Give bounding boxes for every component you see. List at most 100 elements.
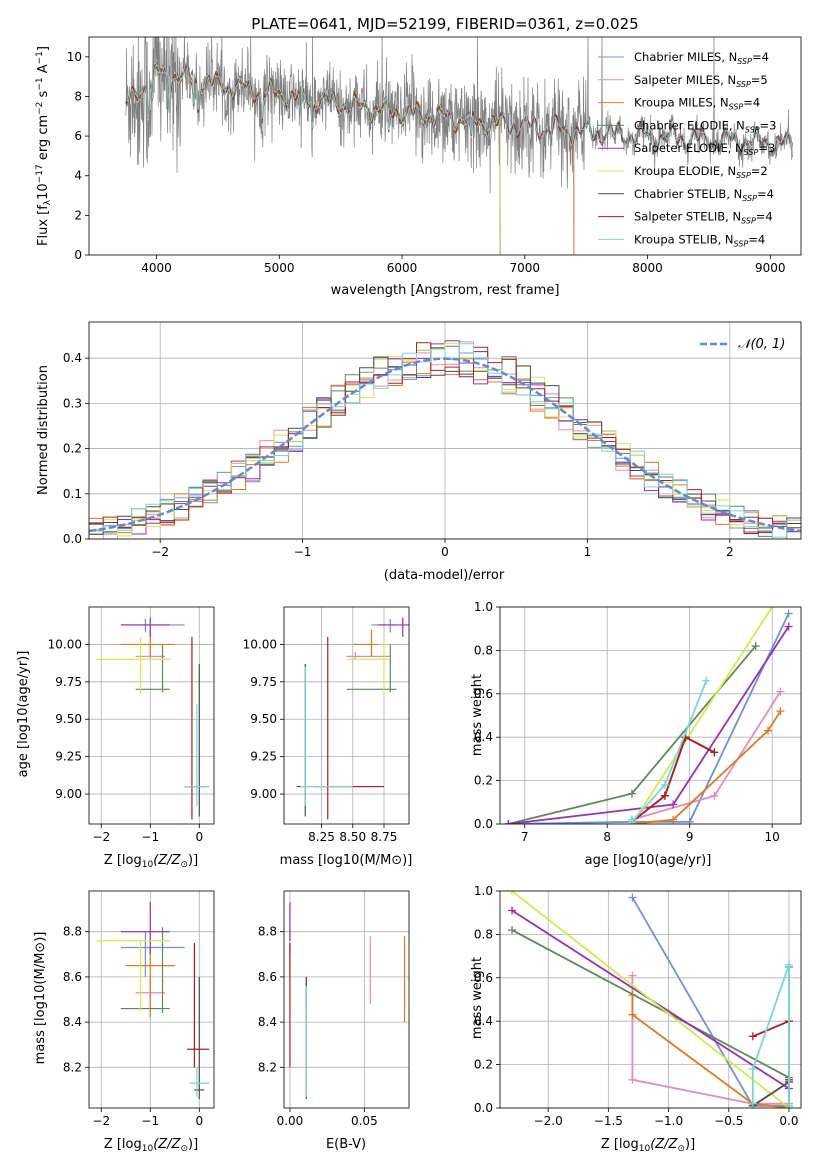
axes-frame xyxy=(88,606,215,825)
legend-label: Salpeter MILES, NSSP=5 xyxy=(634,73,768,89)
x-tick-label: 0.00 xyxy=(277,1114,304,1128)
plot-area xyxy=(96,902,210,1099)
weight-line xyxy=(631,607,773,824)
x-tick-label: −1.0 xyxy=(654,1114,683,1128)
weight-point xyxy=(710,791,719,800)
wZ-xlabel: Z [log10(Z/Z⊙)] xyxy=(601,1137,695,1154)
x-tick-label: 6000 xyxy=(387,261,418,275)
legend-sub: SSP xyxy=(736,80,751,89)
mass-vs-ebv-panel: 0.00 0.05 8.2 8.4 8.6 8.8 xyxy=(258,890,410,1128)
weight-point xyxy=(660,791,669,800)
x-tick-label: −2 xyxy=(92,1114,110,1128)
y-tick-label: 0.8 xyxy=(474,927,493,941)
weight-point xyxy=(702,676,711,685)
spectrum-model-line xyxy=(125,63,793,155)
legend-n: =4 xyxy=(752,50,769,64)
y-tick-label: 9.25 xyxy=(250,750,277,764)
figure-title: PLATE=0641, MJD=52199, FIBERID=0361, z=0… xyxy=(251,15,638,33)
normal-curve xyxy=(89,357,801,533)
legend-label: Kroupa ELODIE, NSSP=2 xyxy=(634,164,768,180)
y-tick-label: 10.00 xyxy=(48,637,82,651)
histogram-step xyxy=(89,343,801,538)
weight-vs-Z-panel: −2.0 −1.5 −1.0 −0.5 0.0 0.0 0.2 0.4 0.6 0.8 1.0 xyxy=(474,884,802,1128)
y-tick-label: 8.4 xyxy=(63,1015,82,1029)
legend-sub: SSP xyxy=(729,103,744,112)
y-tick-label: 1.0 xyxy=(474,884,493,898)
plot-area xyxy=(504,607,793,824)
y-tick-label: 0.4 xyxy=(63,351,82,365)
legend-text: Chabrier STELIB, N xyxy=(634,187,742,201)
y-tick-label: 0.2 xyxy=(63,442,82,456)
axes-frame xyxy=(88,36,802,256)
legend-n: =3 xyxy=(760,118,777,132)
y-tick-label: 0.1 xyxy=(63,487,82,501)
x-tick-label: −1 xyxy=(141,830,159,844)
axes-frame xyxy=(499,606,802,825)
y-tick-label: 9.75 xyxy=(55,675,82,689)
residual-xlabel: (data-model)/error xyxy=(384,568,505,583)
wZ-ylabel: mass weight xyxy=(470,957,485,1039)
x-tick-label: 9000 xyxy=(755,261,786,275)
weight-point xyxy=(628,893,637,902)
weight-point xyxy=(669,815,678,824)
legend-text: Chabrier MILES, N xyxy=(634,50,737,64)
x-tick-label: 8.50 xyxy=(339,830,366,844)
weight-line xyxy=(631,897,790,1107)
weight-point xyxy=(508,926,517,935)
x-tick-label: 1 xyxy=(584,545,592,559)
plot-area xyxy=(289,902,406,1099)
ageM-xlabel: mass [log10(M/M⊙)] xyxy=(280,853,413,868)
weight-line xyxy=(631,995,790,1108)
weight-point xyxy=(784,1101,793,1108)
y-tick-label: 8.6 xyxy=(63,970,82,984)
y-tick-label: 0.6 xyxy=(474,687,493,701)
y-tick-label: 9.75 xyxy=(250,675,277,689)
y-tick-label: 0 xyxy=(74,248,82,262)
legend-text: Salpeter ELODIE, N xyxy=(634,141,744,155)
weight-point xyxy=(504,820,513,824)
y-tick-label: 8.4 xyxy=(258,1015,277,1029)
y-tick-label: 9.00 xyxy=(55,787,82,801)
y-tick-label: 8.2 xyxy=(63,1060,82,1074)
plot-area xyxy=(89,340,801,539)
legend-sub: SSP xyxy=(737,57,752,66)
axes-frame xyxy=(499,890,802,1109)
y-tick-label: 8.8 xyxy=(63,925,82,939)
weight-point xyxy=(768,607,777,611)
x-tick-label: −1 xyxy=(294,545,312,559)
y-tick-label: 0.6 xyxy=(474,971,493,985)
y-tick-label: 4 xyxy=(74,169,82,183)
spectrum-model-line xyxy=(125,62,793,158)
axes-frame xyxy=(88,321,802,540)
x-tick-label: 9 xyxy=(686,830,694,844)
legend-n: =2 xyxy=(751,164,768,178)
legend-text: Kroupa STELIB, N xyxy=(634,232,734,246)
legend-n: =4 xyxy=(743,96,760,110)
y-tick-label: 0.2 xyxy=(474,1058,493,1072)
weight-point xyxy=(751,642,760,651)
legend-text: Salpeter STELIB, N xyxy=(634,210,741,224)
weight-point xyxy=(784,609,793,618)
mE-xlabel: E(B-V) xyxy=(326,1137,366,1152)
residual-ylabel: Normed distribution xyxy=(36,365,51,495)
wAge-ylabel: mass weight xyxy=(470,674,485,756)
y-tick-label: 9.25 xyxy=(55,750,82,764)
y-tick-label: 8.8 xyxy=(258,925,277,939)
y-tick-label: 2 xyxy=(74,208,82,222)
x-tick-label: 0 xyxy=(195,1114,203,1128)
y-tick-label: 10.00 xyxy=(243,637,277,651)
legend-n: =5 xyxy=(751,73,768,87)
spectrum-data-line xyxy=(125,37,793,194)
histogram-step xyxy=(89,347,801,539)
weight-line xyxy=(631,975,789,1105)
age-vs-Z-panel: −2 −1 0 9.00 9.25 9.50 9.75 10.00 xyxy=(48,606,215,844)
x-tick-label: 7000 xyxy=(510,261,541,275)
legend-label: Chabrier STELIB, NSSP=4 xyxy=(634,187,774,203)
age-vs-mass-panel: 8.25 8.50 8.75 9.00 9.25 9.50 9.75 10.00 xyxy=(243,606,410,844)
weight-line xyxy=(631,710,782,824)
x-tick-label: −1.5 xyxy=(594,1114,623,1128)
x-tick-label: 0 xyxy=(195,830,203,844)
axes-frame xyxy=(283,606,410,825)
y-tick-label: 0.3 xyxy=(63,396,82,410)
